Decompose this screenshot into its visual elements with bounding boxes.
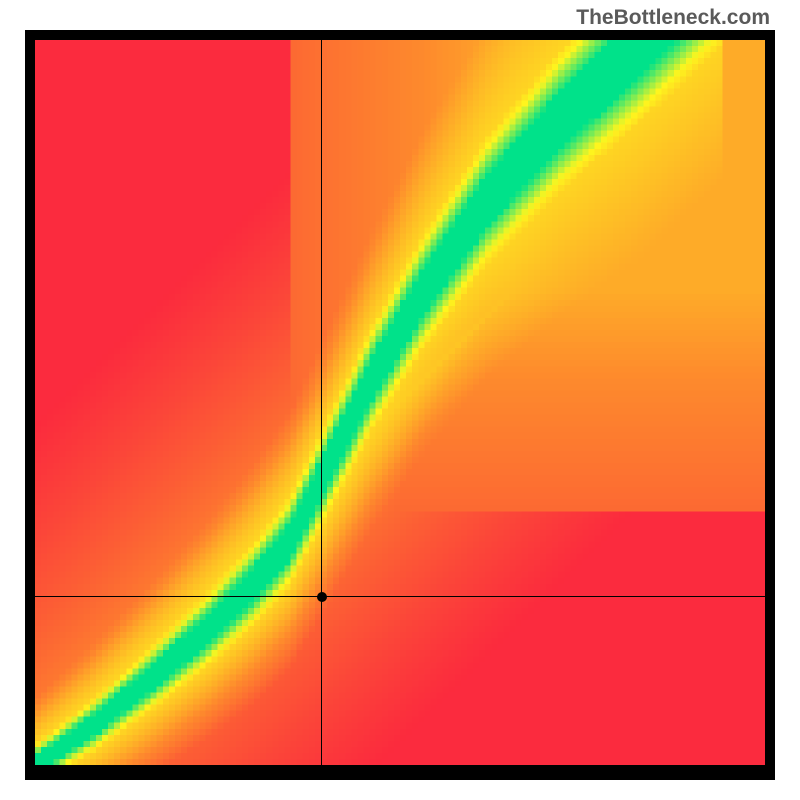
marker-dot <box>317 592 327 602</box>
crosshair-vertical <box>321 40 322 765</box>
crosshair-horizontal <box>35 596 765 597</box>
watermark-text: TheBottleneck.com <box>576 6 770 30</box>
plot-frame <box>25 30 775 780</box>
heatmap-plot-area <box>35 40 765 765</box>
heatmap-canvas <box>35 40 765 765</box>
